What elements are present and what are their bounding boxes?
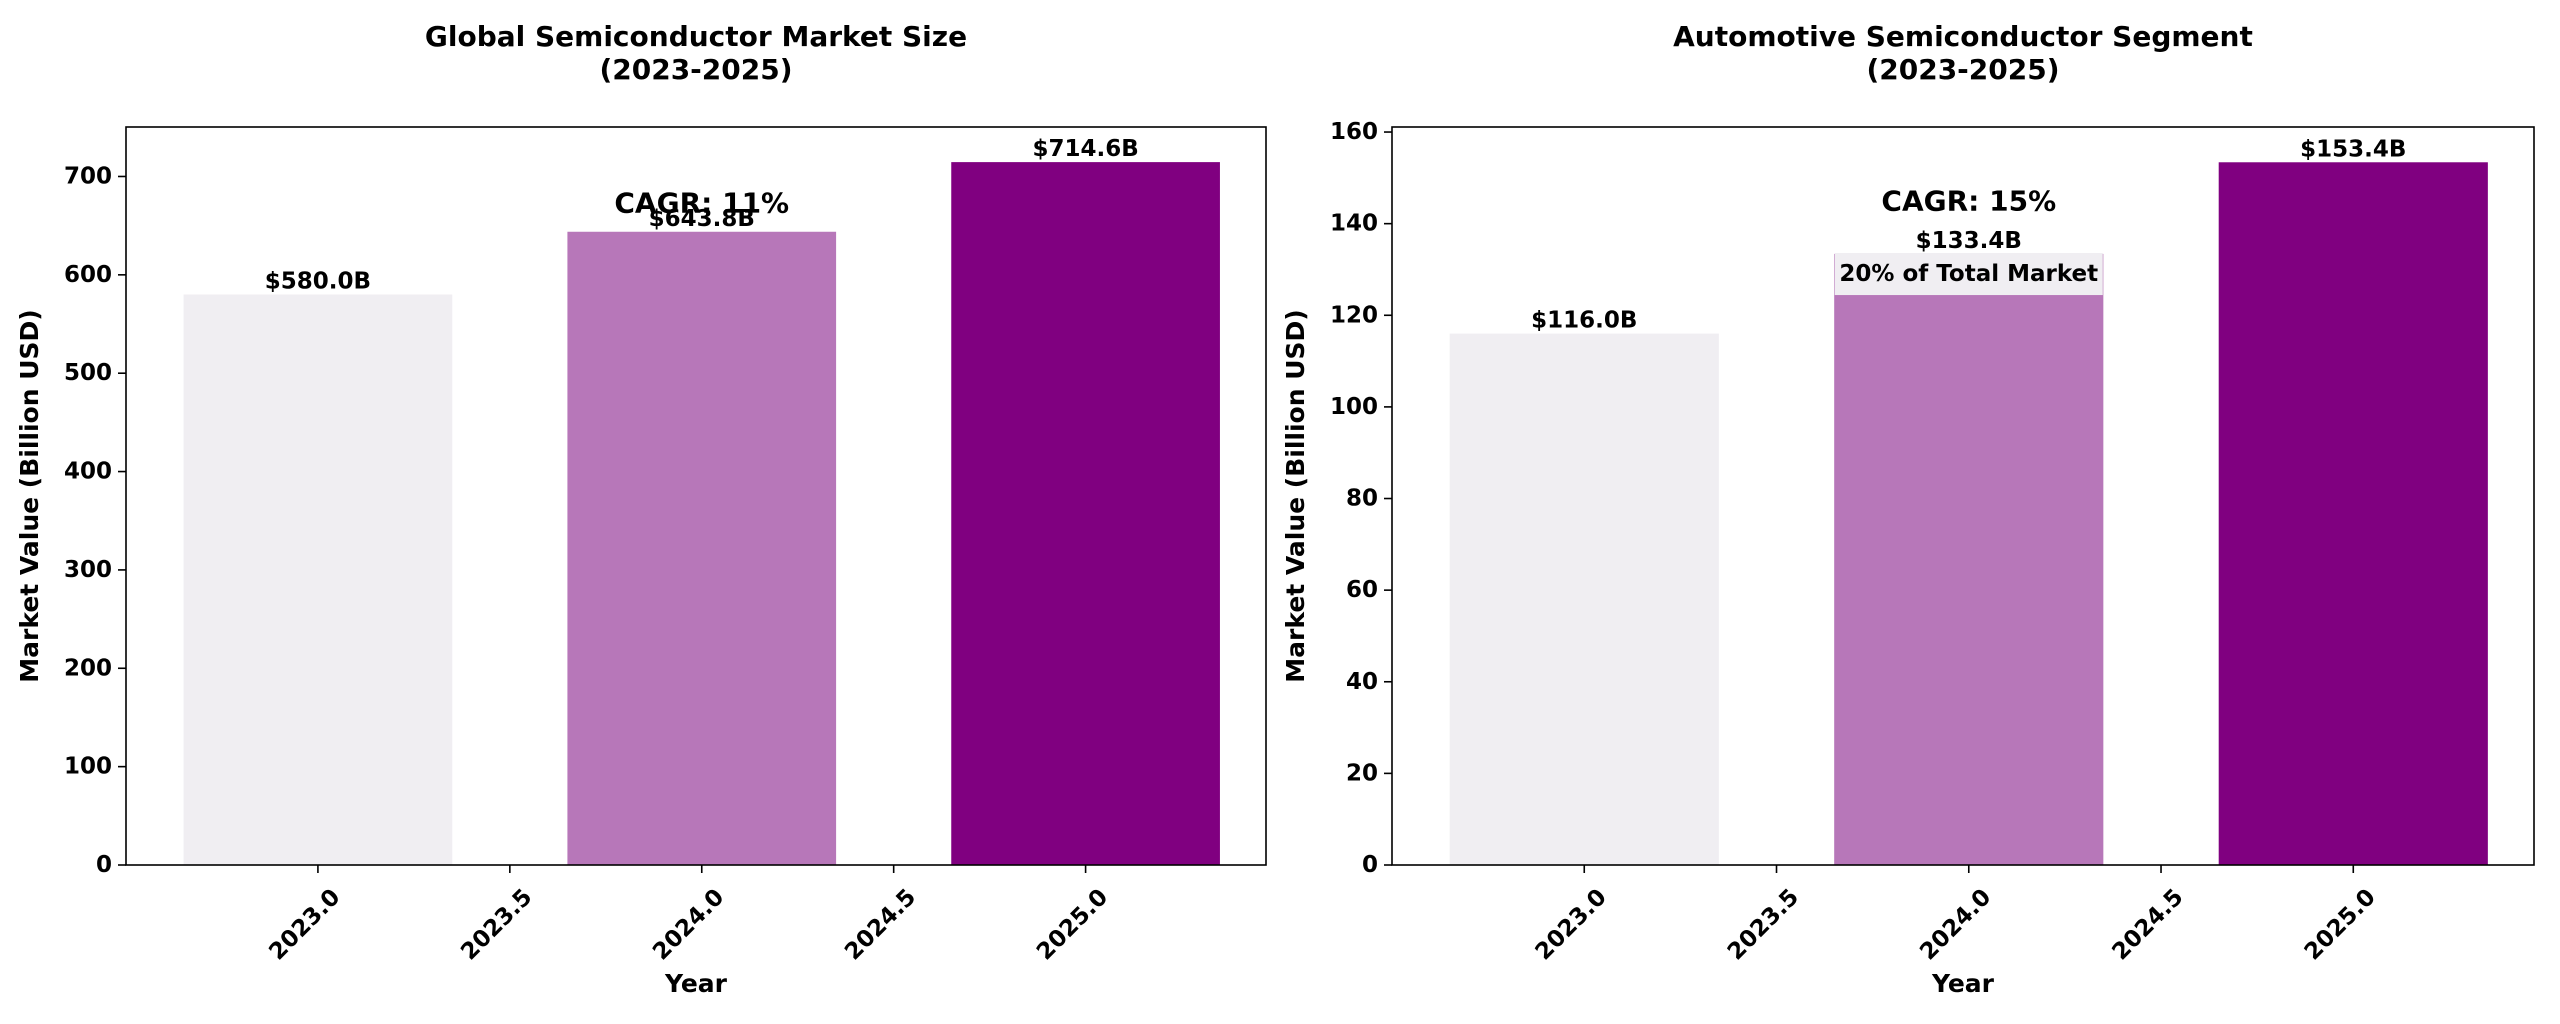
x-tick-label: 2024.0 xyxy=(648,884,729,965)
x-tick-label: 2025.0 xyxy=(1032,884,1113,965)
y-tick-label: 20 xyxy=(1346,760,1378,786)
y-tick-label: 200 xyxy=(64,655,112,681)
x-tick-label: 2023.0 xyxy=(264,884,345,965)
bars xyxy=(1449,162,2488,865)
y-tick-label: 120 xyxy=(1330,302,1378,328)
automotive-segment-chart: Automotive Semiconductor Segment (2023-2… xyxy=(1281,20,2535,998)
bar-2025 xyxy=(2218,162,2488,865)
x-tick-label: 2024.5 xyxy=(2107,884,2188,965)
chart-title: Global Semiconductor Market Size xyxy=(425,20,967,53)
y-axis-ticks: 0 20 40 60 80 100 120 140 160 xyxy=(1330,119,1392,878)
value-label-2024: $643.8B xyxy=(649,206,755,232)
chart-subtitle: (2023-2025) xyxy=(1866,53,2059,86)
bar-2023 xyxy=(1449,333,1719,865)
y-tick-label: 40 xyxy=(1346,669,1378,695)
annotations: CAGR: 11% xyxy=(614,187,789,220)
bar-2025 xyxy=(951,162,1220,866)
bar-2024 xyxy=(1834,253,2104,865)
annotations: CAGR: 15% 20% of Total Market xyxy=(1834,184,2103,296)
bar-2024 xyxy=(567,231,837,866)
plot-frame xyxy=(1391,126,2535,866)
share-annotation: 20% of Total Market xyxy=(1839,261,2098,287)
x-axis-label: Year xyxy=(664,969,728,998)
y-axis-label: Market Value (Billion USD) xyxy=(1281,309,1310,682)
y-tick-label: 300 xyxy=(64,557,112,583)
x-tick-label: 2024.5 xyxy=(840,884,921,965)
x-tick-label: 2024.0 xyxy=(1915,884,1996,965)
y-tick-label: 0 xyxy=(96,852,112,878)
cagr-annotation: CAGR: 11% xyxy=(614,187,789,220)
value-label-2025: $153.4B xyxy=(2300,136,2406,162)
y-axis-ticks: 0 100 200 300 400 500 600 700 xyxy=(64,163,126,878)
value-labels: $116.0B $133.4B $153.4B xyxy=(1531,136,2406,333)
chart-title: Automotive Semiconductor Segment xyxy=(1673,20,2253,53)
y-tick-label: 600 xyxy=(64,262,112,288)
value-label-2025: $714.6B xyxy=(1032,136,1138,162)
chart-subtitle: (2023-2025) xyxy=(599,53,792,86)
y-tick-label: 400 xyxy=(64,459,112,485)
value-label-2023: $580.0B xyxy=(265,269,371,295)
cagr-annotation: CAGR: 15% xyxy=(1881,184,2056,217)
bar-2023 xyxy=(183,294,453,866)
x-tick-label: 2023.5 xyxy=(456,884,537,965)
share-annotation-box xyxy=(1834,253,2103,296)
y-axis-label: Market Value (Billion USD) xyxy=(15,309,44,682)
y-tick-label: 100 xyxy=(64,754,112,780)
y-tick-label: 140 xyxy=(1330,211,1378,237)
y-tick-label: 160 xyxy=(1330,119,1378,145)
x-tick-label: 2023.5 xyxy=(1723,884,1804,965)
global-market-chart: Global Semiconductor Market Size (2023-2… xyxy=(15,20,1267,998)
y-tick-label: 80 xyxy=(1346,486,1378,512)
value-labels: $580.0B $643.8B $714.6B xyxy=(265,136,1139,294)
x-axis-ticks: 2023.0 2023.5 2024.0 2024.5 2025.0 xyxy=(1531,865,2381,965)
y-tick-label: 500 xyxy=(64,360,112,386)
x-axis-label: Year xyxy=(1931,969,1995,998)
x-tick-label: 2025.0 xyxy=(2300,884,2381,965)
y-tick-label: 0 xyxy=(1362,852,1378,878)
y-tick-label: 700 xyxy=(64,163,112,189)
value-label-2023: $116.0B xyxy=(1531,308,1637,334)
x-axis-ticks: 2023.0 2023.5 2024.0 2024.5 2025.0 xyxy=(264,865,1113,965)
plot-frame xyxy=(125,126,1267,866)
value-label-2024: $133.4B xyxy=(1916,228,2022,254)
y-tick-label: 100 xyxy=(1330,394,1378,420)
x-tick-label: 2023.0 xyxy=(1531,884,1612,965)
y-tick-label: 60 xyxy=(1346,577,1378,603)
bars xyxy=(183,162,1220,866)
